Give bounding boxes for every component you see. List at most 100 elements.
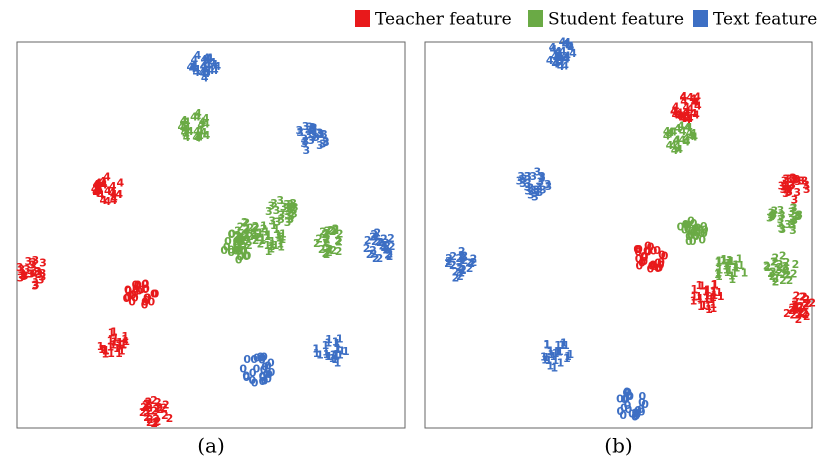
cluster-digit: 2 <box>776 261 784 274</box>
cluster-digit: 4 <box>193 63 201 76</box>
cluster-digit: 2 <box>781 263 789 276</box>
cluster-digit: 0 <box>143 294 151 307</box>
cluster-digit: 4 <box>689 92 697 105</box>
cluster-digit: 0 <box>260 351 268 364</box>
cluster-digit: 3 <box>790 202 798 215</box>
cluster-digit: 1 <box>710 286 718 299</box>
cluster-digit: 4 <box>680 95 688 108</box>
cluster-digit: 0 <box>141 278 149 291</box>
cluster-digit: 4 <box>109 180 117 193</box>
cluster-digit: 1 <box>564 350 572 363</box>
cluster-digit: 2 <box>254 231 262 244</box>
cluster-digit: 3 <box>280 201 288 214</box>
cluster-digit: 1 <box>264 239 272 252</box>
cluster-digit: 4 <box>690 130 698 143</box>
cluster-digit: 3 <box>35 268 43 281</box>
cluster-digit: 2 <box>250 226 258 239</box>
cluster-digit: 4 <box>191 59 199 72</box>
cluster-digit: 3 <box>797 175 805 188</box>
cluster-digit: 3 <box>295 124 303 137</box>
cluster-digit: 2 <box>315 233 323 246</box>
cluster-digit: 1 <box>329 349 337 362</box>
cluster-digit: 4 <box>671 144 679 157</box>
cluster-digit: 1 <box>269 238 277 251</box>
cluster-digit: 1 <box>728 273 736 286</box>
cluster-digit: 3 <box>307 134 315 147</box>
cluster-digit: 0 <box>650 260 658 273</box>
cluster-digit: 4 <box>200 53 208 66</box>
cluster-digit: 1 <box>107 347 115 360</box>
cluster-digit: 2 <box>459 264 467 277</box>
cluster-digit: 1 <box>554 345 562 358</box>
cluster-digit: 3 <box>777 213 785 226</box>
cluster-digit: 1 <box>122 335 130 348</box>
cluster-digit: 3 <box>27 267 35 280</box>
cluster-digit: 0 <box>143 291 151 304</box>
cluster-digit: 4 <box>553 56 561 69</box>
cluster-digit: 0 <box>635 243 643 256</box>
cluster-digit: 4 <box>200 126 208 139</box>
cluster-digit: 3 <box>305 124 313 137</box>
cluster-digit: 3 <box>788 206 796 219</box>
cluster-digit: 4 <box>203 51 211 64</box>
cluster-digit: 0 <box>253 362 261 375</box>
cluster-digit: 3 <box>781 174 789 187</box>
cluster-digit: 4 <box>110 194 118 207</box>
cluster-digit: 2 <box>802 299 810 312</box>
cluster-digit: 1 <box>264 230 272 243</box>
cluster-digit: 4 <box>676 107 684 120</box>
cluster-digit: 4 <box>663 125 671 138</box>
cluster-digit: 0 <box>638 396 646 409</box>
cluster-digit: 1 <box>324 336 332 349</box>
cluster-digit: 0 <box>693 225 701 238</box>
cluster-digit: 1 <box>546 359 554 372</box>
cluster-digit: 2 <box>374 236 382 249</box>
cluster-digit: 2 <box>466 262 474 275</box>
cluster-digit: 3 <box>31 273 39 286</box>
cluster-digit: 2 <box>779 250 787 263</box>
cluster-digit: 0 <box>698 234 706 247</box>
cluster-digit: 1 <box>115 340 123 353</box>
cluster-digit: 3 <box>789 219 797 232</box>
cluster-digit: 0 <box>141 295 149 308</box>
cluster-digit: 2 <box>146 413 154 426</box>
cluster-digit: 3 <box>34 265 42 278</box>
cluster-digit: 0 <box>689 235 697 248</box>
cluster-digit: 2 <box>142 399 150 412</box>
cluster-digit: 4 <box>556 50 564 63</box>
cluster-digit: 4 <box>104 185 112 198</box>
cluster-digit: 1 <box>98 343 106 356</box>
cluster-digit: 4 <box>100 178 108 191</box>
cluster-digit: 4 <box>683 105 691 118</box>
cluster-digit: 4 <box>92 185 100 198</box>
cluster-digit: 4 <box>551 50 559 63</box>
cluster-digit: 3 <box>795 209 803 222</box>
cluster-digit: 4 <box>194 49 202 62</box>
cluster-digit: 0 <box>634 404 642 417</box>
cluster-digit: 4 <box>686 126 694 139</box>
cluster-digit: 4 <box>110 192 118 205</box>
cluster-digit: 4 <box>94 177 102 190</box>
cluster-digit: 0 <box>635 260 643 273</box>
cluster-digit: 3 <box>776 217 784 230</box>
cluster-digit: 3 <box>803 183 811 196</box>
cluster-digit: 3 <box>524 170 532 183</box>
cluster-digit: 0 <box>223 240 231 253</box>
cluster-digit: 2 <box>444 257 452 270</box>
cluster-digit: 3 <box>527 181 535 194</box>
cluster-digit: 4 <box>193 110 201 123</box>
legend-label: Student feature <box>548 10 684 30</box>
cluster-digit: 2 <box>456 257 464 270</box>
cluster-digit: 0 <box>262 368 270 381</box>
cluster-digit: 3 <box>302 144 310 157</box>
cluster-digit: 2 <box>247 222 255 235</box>
cluster-digit: 1 <box>728 255 736 268</box>
cluster-digit: 0 <box>142 278 150 291</box>
cluster-digit: 3 <box>791 211 799 224</box>
cluster-digit: 3 <box>18 263 26 276</box>
cluster-digit: 1 <box>101 347 109 360</box>
cluster-digit: 2 <box>377 236 385 249</box>
